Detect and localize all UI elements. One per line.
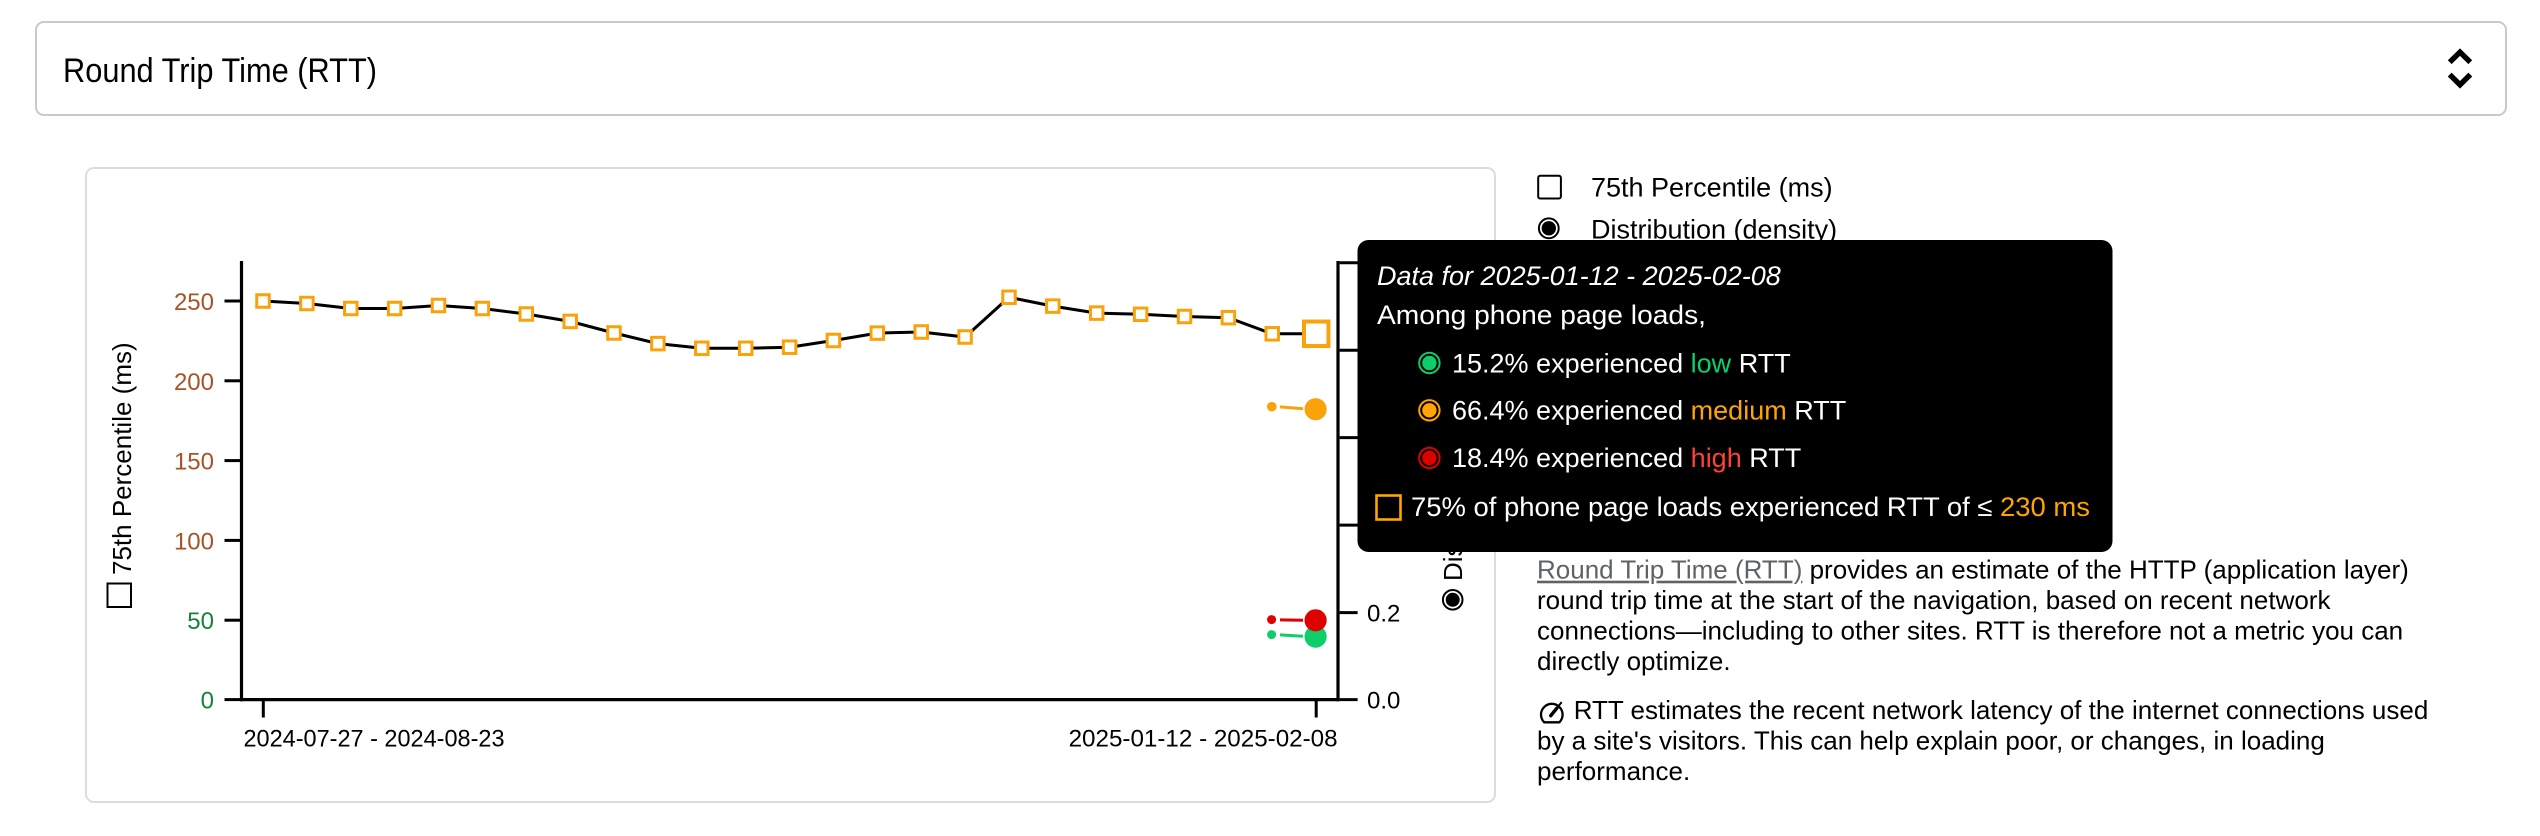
svg-text:75th Percentile (ms): 75th Percentile (ms) [1591, 172, 1833, 202]
svg-text:75% of phone page loads experi: 75% of phone page loads experienced RTT … [1411, 492, 2090, 522]
svg-text:50: 50 [187, 608, 214, 635]
svg-text:directly optimize.: directly optimize. [1537, 646, 1731, 676]
svg-text:75th Percentile (ms): 75th Percentile (ms) [107, 342, 137, 575]
svg-text:connections—including to other: connections—including to other sites. RT… [1537, 616, 2403, 646]
svg-text:by a site's visitors. This can: by a site's visitors. This can help expl… [1537, 726, 2325, 756]
svg-text:Among phone page loads,: Among phone page loads, [1377, 300, 1706, 330]
svg-text:Round Trip Time (RTT) provides: Round Trip Time (RTT) provides an estima… [1537, 555, 2409, 585]
svg-text:Round Trip Time (RTT): Round Trip Time (RTT) [63, 52, 377, 90]
svg-text:200: 200 [174, 369, 214, 396]
svg-text:0.2: 0.2 [1367, 601, 1400, 628]
svg-text:250: 250 [174, 289, 214, 316]
svg-text:150: 150 [174, 449, 214, 476]
svg-text:2025-01-12 - 2025-02-08: 2025-01-12 - 2025-02-08 [1069, 726, 1338, 753]
svg-text:0.0: 0.0 [1367, 688, 1400, 715]
svg-text:100: 100 [174, 528, 214, 555]
svg-text:2024-07-27 - 2024-08-23: 2024-07-27 - 2024-08-23 [244, 726, 505, 753]
svg-text:Distribution (density): Distribution (density) [1591, 214, 1837, 244]
svg-text:round trip time at the start o: round trip time at the start of the navi… [1537, 585, 2331, 615]
svg-text:0: 0 [201, 688, 214, 715]
svg-text:15.2% experienced low RTT: 15.2% experienced low RTT [1452, 348, 1791, 378]
svg-text:RTT estimates the recent netwo: RTT estimates the recent network latency… [1574, 695, 2429, 725]
svg-text:66.4% experienced medium RTT: 66.4% experienced medium RTT [1452, 396, 1846, 426]
svg-text:Data for 2025-01-12 - 2025-02-: Data for 2025-01-12 - 2025-02-08 [1377, 261, 1781, 291]
svg-text:18.4% experienced high RTT: 18.4% experienced high RTT [1452, 443, 1801, 473]
svg-text:performance.: performance. [1537, 756, 1690, 786]
